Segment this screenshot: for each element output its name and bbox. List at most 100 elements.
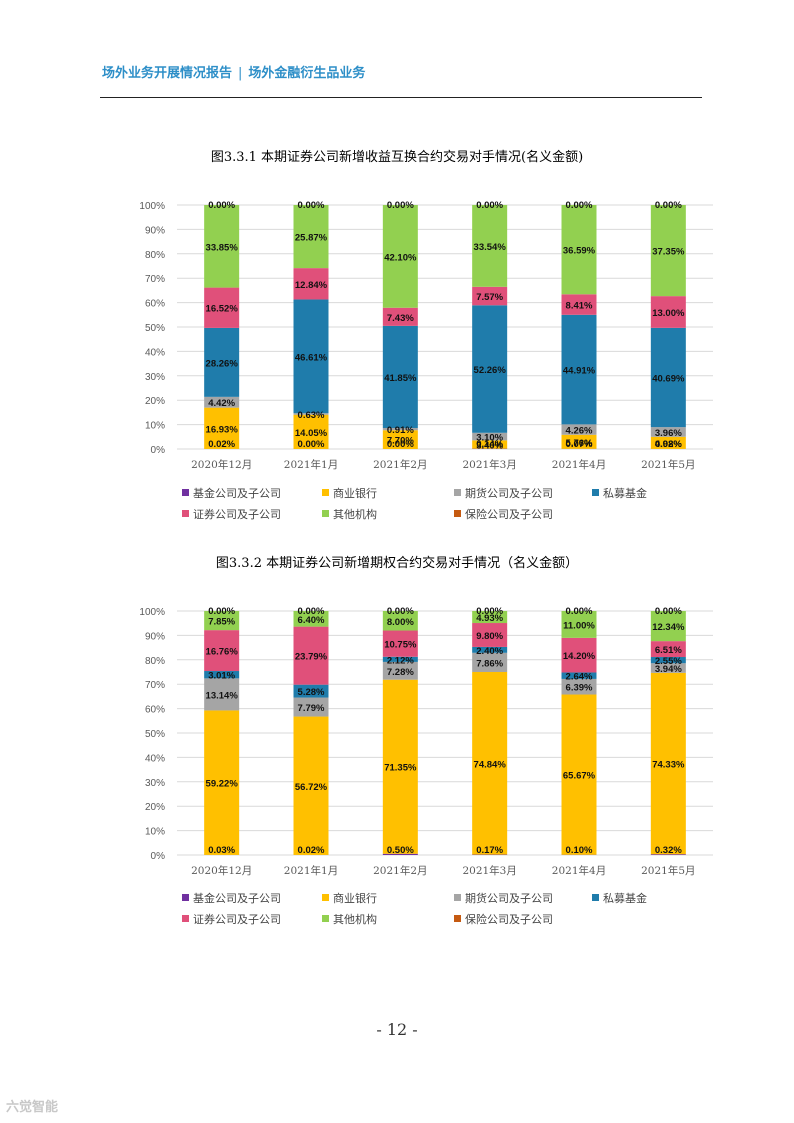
bar-segment [561, 694, 597, 855]
bar-segment [293, 413, 329, 415]
bar-segment [472, 432, 508, 441]
bar-segment [561, 424, 597, 435]
bar-segment [382, 325, 418, 428]
data-label: 0.02% [298, 845, 325, 856]
bar-segment [561, 294, 597, 315]
y-tick-label: 10% [145, 827, 165, 838]
legend-swatch [182, 489, 189, 496]
watermark-logo: 六觉智能 [6, 1100, 59, 1115]
legend-label: 其他机构 [333, 913, 377, 926]
y-tick-label: 90% [145, 631, 165, 642]
data-label: 0.91% [387, 425, 414, 436]
legend-item: 私募基金 [592, 890, 647, 906]
legend-item: 保险公司及子公司 [454, 506, 553, 522]
bar-segment [204, 327, 240, 397]
bar-segment [472, 204, 508, 287]
y-tick-label: 0% [151, 851, 166, 862]
x-tick-label: 2021年2月 [373, 864, 427, 877]
legend-swatch [454, 489, 461, 496]
bar-segment [650, 327, 686, 428]
data-label: 3.94% [655, 664, 682, 675]
bar-segment [204, 205, 240, 288]
bar-segment [650, 672, 686, 855]
data-label: 3.01% [208, 671, 235, 682]
x-tick-label: 2020年12月 [191, 458, 252, 471]
legend-swatch [454, 894, 461, 901]
data-label: 0.02% [655, 439, 682, 450]
data-label: 0.17% [476, 845, 503, 856]
data-label: 28.26% [206, 358, 239, 369]
y-tick-label: 30% [145, 778, 165, 789]
legend-swatch [322, 510, 329, 517]
data-label: 14.05% [295, 428, 328, 439]
data-label: 4.93% [476, 613, 503, 624]
data-label: 13.14% [206, 690, 239, 701]
bar-segment [204, 407, 240, 449]
bar-segment [204, 396, 240, 408]
data-label: 0.32% [655, 845, 682, 856]
legend-item: 商业银行 [322, 485, 377, 501]
y-tick-label: 50% [145, 729, 165, 740]
legend-swatch [454, 510, 461, 517]
bar-segment [472, 305, 508, 433]
data-label: 0.10% [566, 845, 593, 856]
x-tick-label: 2021年5月 [641, 864, 695, 877]
data-label: 5.28% [298, 687, 325, 698]
data-label: 11.00% [563, 620, 595, 631]
data-label: 14.20% [563, 651, 596, 662]
y-tick-label: 10% [145, 421, 165, 432]
legend-swatch [182, 510, 189, 517]
data-label: 5.76% [566, 438, 593, 449]
header-rule [100, 97, 702, 98]
bar-segment [382, 679, 418, 854]
data-label: 52.26% [474, 365, 507, 376]
bar-segment [472, 611, 508, 624]
bar-segment [561, 434, 597, 449]
data-label: 10.75% [384, 640, 417, 651]
y-tick-label: 90% [145, 225, 165, 236]
data-label: 0.50% [387, 845, 414, 856]
bar-segment [472, 646, 508, 653]
data-label: 2.40% [476, 646, 503, 657]
x-tick-label: 2021年5月 [641, 458, 695, 471]
data-label: 4.26% [566, 426, 593, 437]
x-tick-label: 2021年4月 [552, 864, 606, 877]
data-label: 7.85% [208, 617, 235, 628]
bar-segment [204, 671, 240, 679]
bar-segment [382, 611, 418, 631]
bar-segment [293, 697, 329, 717]
bar-segment [650, 657, 686, 664]
legend-label: 期货公司及子公司 [465, 892, 553, 905]
bar-segment [204, 630, 240, 672]
legend-item: 期货公司及子公司 [454, 485, 553, 501]
x-tick-label: 2021年2月 [373, 458, 427, 471]
legend-label: 保险公司及子公司 [465, 913, 553, 926]
data-label: 59.22% [206, 779, 239, 790]
data-label: 0.00% [566, 606, 593, 617]
bar-segment [382, 205, 418, 308]
legend-swatch [592, 489, 599, 496]
data-label: 4.42% [208, 398, 235, 409]
legend-item: 其他机构 [322, 911, 377, 927]
bar-segment [382, 307, 418, 326]
legend-label: 基金公司及子公司 [193, 487, 281, 500]
legend-label: 证券公司及子公司 [193, 913, 281, 926]
data-label: 0.14% [476, 439, 503, 450]
legend-swatch [322, 489, 329, 496]
legend-swatch [454, 915, 461, 922]
data-label: 0.02% [208, 439, 235, 450]
y-tick-label: 70% [145, 680, 165, 691]
data-label: 7.57% [476, 292, 503, 303]
bar-segment [561, 611, 597, 638]
legend-item: 其他机构 [322, 506, 377, 522]
bar-segment [472, 623, 508, 647]
data-label: 33.54% [474, 242, 507, 253]
y-tick-label: 0% [151, 445, 166, 456]
legend-swatch [322, 894, 329, 901]
data-label: 13.00% [652, 308, 685, 319]
x-tick-label: 2021年1月 [284, 458, 338, 471]
running-header: 场外业务开展情况报告 | 场外金融衍生品业务 [102, 62, 365, 81]
data-label: 0.00% [298, 439, 325, 450]
data-label: 0.00% [298, 200, 325, 211]
data-label: 0.00% [476, 606, 503, 617]
